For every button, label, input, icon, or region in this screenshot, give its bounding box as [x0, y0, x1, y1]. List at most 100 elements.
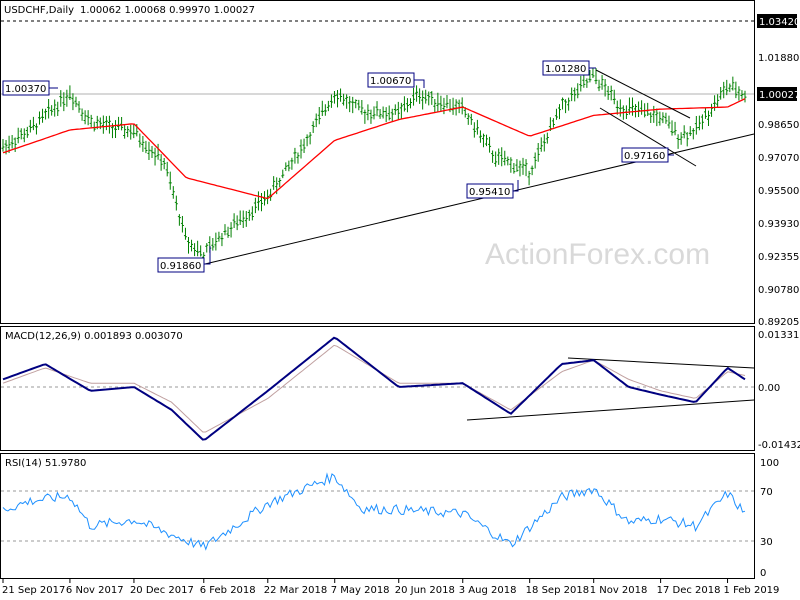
y-tick: 0.89205	[758, 317, 799, 328]
rsi-y-tick: 0	[760, 568, 766, 579]
price-bar	[652, 105, 656, 123]
price-bar	[77, 101, 81, 113]
price-bar	[114, 120, 118, 139]
price-bar	[673, 121, 677, 136]
macd-line	[2, 336, 746, 441]
price-bar	[700, 114, 704, 130]
trendline-channel-lower	[599, 107, 697, 167]
price-bar	[311, 121, 315, 134]
price-bar	[445, 95, 449, 109]
price-bar	[533, 152, 537, 169]
price-bar	[439, 95, 443, 112]
price-bar	[454, 99, 458, 116]
price-bar	[71, 93, 75, 111]
price-bar	[703, 108, 707, 119]
price-bar	[150, 146, 154, 158]
price-bar	[153, 147, 157, 166]
x-tick-label: 1 Feb 2019	[724, 585, 780, 596]
rsi-title: RSI(14) 51.9780	[5, 458, 86, 469]
price-bar	[232, 213, 236, 229]
price-bar	[332, 90, 336, 104]
macd-y-tick: -0.014323	[758, 440, 800, 451]
price-bar	[570, 87, 574, 102]
price-bar	[323, 104, 327, 116]
price-bar	[649, 112, 653, 124]
price-bar	[536, 143, 540, 162]
price-bar	[74, 96, 78, 108]
price-bar	[682, 125, 686, 139]
price-bar	[190, 239, 194, 252]
price-bar	[53, 99, 57, 117]
rsi-y-tick: 70	[760, 487, 773, 498]
price-bar	[31, 116, 35, 131]
price-bar	[138, 133, 142, 148]
price-bar	[126, 126, 130, 138]
x-tick-label: 20 Dec 2017	[130, 585, 194, 596]
price-bar	[205, 243, 209, 253]
price-bar	[521, 157, 525, 175]
price-bar	[47, 98, 51, 119]
macd-axis: 0.013319 0.00 -0.014323	[758, 330, 800, 451]
price-bar	[293, 147, 297, 164]
price-bar	[223, 224, 227, 236]
price-bar	[287, 160, 291, 172]
y-tick: 1.01880	[758, 53, 799, 64]
price-bar	[694, 115, 698, 135]
price-bar	[378, 109, 382, 119]
price-bar	[399, 102, 403, 119]
price-bar	[606, 86, 610, 100]
price-bar	[728, 83, 732, 93]
price-bar	[144, 140, 148, 154]
price-bar	[141, 136, 145, 152]
price-bar	[658, 111, 662, 126]
moving-average-line	[2, 98, 746, 199]
rsi-line	[2, 472, 746, 551]
price-bar	[667, 115, 671, 129]
price-bar	[381, 106, 385, 119]
price-bar	[317, 106, 321, 125]
price-bar	[396, 101, 400, 120]
price-bar	[582, 75, 586, 88]
price-bar	[83, 110, 87, 125]
y-tick: 0.98650	[758, 120, 799, 131]
top-marker-value: 1.03420	[759, 17, 800, 28]
price-bar	[551, 118, 555, 128]
time-axis: 21 Sep 2017 6 Nov 2017 20 Dec 2017 6 Feb 20…	[2, 579, 779, 596]
y-tick: 0.90780	[758, 285, 799, 296]
x-tick-label: 6 Nov 2017	[66, 585, 124, 596]
price-bar	[664, 112, 668, 124]
price-bar	[226, 226, 230, 238]
price-bar	[609, 85, 613, 101]
annotation-0-95410: 0.95410	[466, 180, 519, 199]
price-bar	[491, 150, 495, 163]
price-bar	[44, 108, 48, 120]
x-tick-label: 22 Mar 2018	[264, 585, 327, 596]
price-bar	[488, 136, 492, 153]
price-bar	[13, 137, 17, 152]
price-bar	[132, 123, 136, 139]
price-bar	[320, 100, 324, 116]
price-bar	[427, 91, 431, 106]
price-bar	[421, 90, 425, 110]
price-bar	[28, 119, 32, 133]
annotation-0-97160: 0.97160	[621, 147, 674, 163]
svg-text:0.97160: 0.97160	[624, 151, 665, 162]
price-bar	[558, 104, 561, 120]
y-tick: 0.95500	[758, 186, 799, 197]
price-bar	[387, 105, 391, 121]
price-bar	[62, 92, 66, 112]
price-bar	[339, 88, 343, 102]
price-bar	[554, 108, 558, 120]
price-bar	[676, 134, 680, 149]
price-bar	[442, 97, 446, 115]
price-bar	[259, 192, 263, 212]
last-price-box	[757, 87, 797, 101]
price-bar	[542, 134, 546, 152]
macd-y-tick: 0.00	[758, 383, 780, 394]
price-bar	[357, 99, 361, 111]
price-bar	[564, 99, 568, 114]
price-bar	[16, 127, 20, 144]
price-bar	[384, 107, 388, 123]
price-bar	[719, 86, 723, 100]
price-bar	[180, 216, 184, 233]
